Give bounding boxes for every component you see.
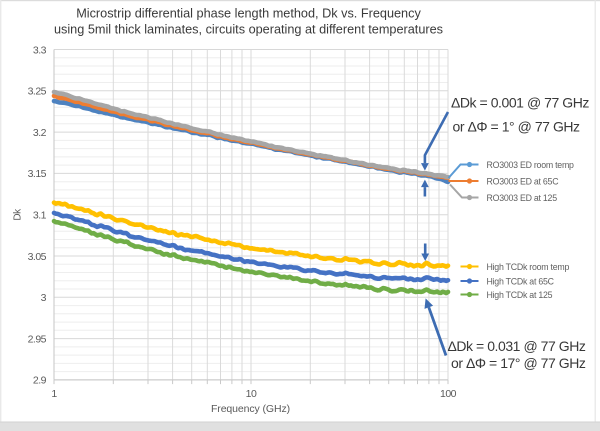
svg-text:using 5mil thick laminates, ci: using 5mil thick laminates, circuits ope… <box>54 23 443 37</box>
svg-text:Dk: Dk <box>13 208 24 221</box>
svg-text:1: 1 <box>51 388 57 400</box>
svg-text:3.25: 3.25 <box>28 86 47 98</box>
svg-text:3.3: 3.3 <box>33 44 47 56</box>
svg-text:Microstrip differential phase: Microstrip differential phase length met… <box>76 7 421 21</box>
svg-text:High TCDk at 125: High TCDk at 125 <box>487 290 553 300</box>
svg-text:Frequency (GHz): Frequency (GHz) <box>211 403 290 415</box>
svg-text:ΔDk = 0.001 @ 77 GHz: ΔDk = 0.001 @ 77 GHz <box>451 95 589 111</box>
svg-text:100: 100 <box>440 388 457 400</box>
svg-text:2.95: 2.95 <box>28 333 47 345</box>
svg-text:10: 10 <box>246 388 257 400</box>
svg-text:2.9: 2.9 <box>33 375 47 387</box>
svg-text:High TCDk at 65C: High TCDk at 65C <box>487 276 555 286</box>
svg-text:High TCDk room temp: High TCDk room temp <box>487 262 570 272</box>
svg-text:3.05: 3.05 <box>28 251 47 263</box>
svg-text:RO3003 ED at 125: RO3003 ED at 125 <box>487 193 558 203</box>
svg-text:3.15: 3.15 <box>28 168 47 180</box>
svg-text:3.1: 3.1 <box>33 210 47 222</box>
svg-text:RO3003 ED room temp: RO3003 ED room temp <box>487 160 575 170</box>
svg-text:RO3003 ED at 65C: RO3003 ED at 65C <box>487 176 560 186</box>
svg-text:3: 3 <box>41 292 47 304</box>
svg-text:or ΔΦ = 17° @ 77 GHz: or ΔΦ = 17° @ 77 GHz <box>451 355 586 371</box>
svg-text:ΔDk = 0.031 @ 77 GHz: ΔDk = 0.031 @ 77 GHz <box>448 338 586 354</box>
svg-text:3.2: 3.2 <box>33 127 47 139</box>
svg-text:or ΔΦ = 1° @ 77 GHz: or ΔΦ = 1° @ 77 GHz <box>453 119 581 135</box>
